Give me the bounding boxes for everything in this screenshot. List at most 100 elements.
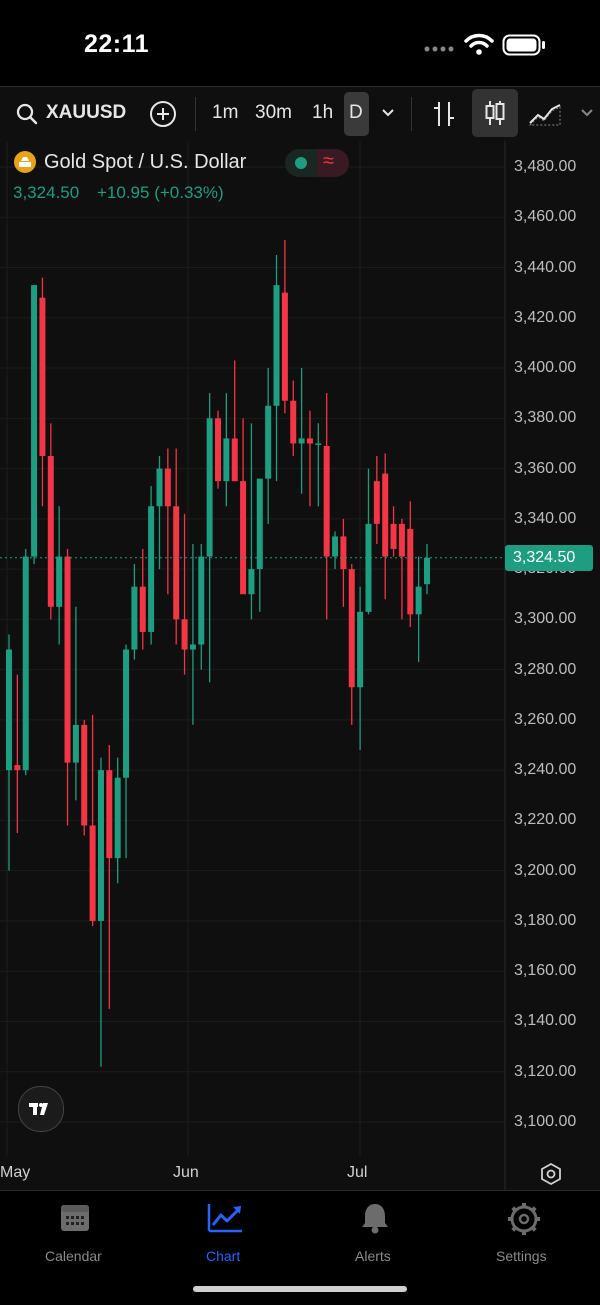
badge-right-segment <box>317 149 349 177</box>
tab-chart[interactable]: Chart <box>185 1199 265 1265</box>
candle[interactable] <box>348 564 355 725</box>
candle[interactable] <box>424 543 430 595</box>
chart-area[interactable]: 3,480.00 3,460.00 3,440.00 3,420.00 3,400.00… <box>0 141 600 1190</box>
candle-body <box>398 523 405 557</box>
price-axis-label: 3,420.00 <box>514 308 577 326</box>
candle[interactable] <box>114 757 121 884</box>
tab-calendar[interactable]: Calendar <box>30 1199 120 1265</box>
candle[interactable] <box>215 410 221 489</box>
candle[interactable] <box>14 674 21 833</box>
add-symbol-icon[interactable] <box>149 100 177 128</box>
candle[interactable] <box>164 448 171 595</box>
current-price-tag-label: 3,324.50 <box>513 548 576 566</box>
candle[interactable] <box>290 380 297 457</box>
candle[interactable] <box>72 606 79 801</box>
price-axis-label: 3,200.00 <box>514 861 577 879</box>
price-axis-label: 3,160.00 <box>514 962 577 980</box>
candle[interactable] <box>415 556 422 663</box>
candle[interactable] <box>31 285 38 565</box>
candle[interactable] <box>6 634 12 871</box>
candle[interactable] <box>131 564 138 660</box>
status-bar: 22:11 <box>0 0 600 84</box>
search-icon[interactable] <box>15 102 39 126</box>
candle[interactable] <box>148 486 155 645</box>
market-status-badge[interactable]: ≈ <box>285 149 349 177</box>
candle[interactable] <box>323 393 330 620</box>
candle-body <box>114 777 121 859</box>
candles-chart-type-button[interactable] <box>472 89 518 137</box>
candle[interactable] <box>97 757 104 1067</box>
candle[interactable] <box>89 714 96 926</box>
candle[interactable] <box>306 410 313 507</box>
tab-chart-label: Chart <box>206 1248 241 1264</box>
candle-body <box>390 523 397 549</box>
interval-d-button[interactable]: D <box>344 92 369 136</box>
instrument-title[interactable]: Gold Spot / U.S. Dollar <box>44 151 247 173</box>
candle[interactable] <box>198 543 205 670</box>
candle[interactable] <box>173 448 180 645</box>
home-indicator <box>193 1286 407 1292</box>
candle[interactable] <box>206 393 213 683</box>
candle[interactable] <box>398 518 405 620</box>
candle[interactable] <box>240 418 247 595</box>
bar-chart-type-icon[interactable] <box>431 100 457 128</box>
candle[interactable] <box>223 393 230 507</box>
candle[interactable] <box>22 549 29 776</box>
candle[interactable] <box>382 453 389 600</box>
price-axis-label: 3,120.00 <box>514 1062 577 1080</box>
candlestick-chart[interactable] <box>0 141 600 1190</box>
candle[interactable] <box>181 513 188 675</box>
candle[interactable] <box>373 456 380 544</box>
candle[interactable] <box>340 518 347 607</box>
candle[interactable] <box>156 456 163 570</box>
battery-icon <box>502 34 545 56</box>
candle[interactable] <box>231 360 238 482</box>
candle[interactable] <box>189 543 196 725</box>
candle-body <box>22 556 29 771</box>
candle[interactable] <box>139 549 146 650</box>
interval-1h[interactable]: 1h <box>312 102 334 123</box>
interval-30m[interactable]: 30m <box>255 102 292 123</box>
candle[interactable] <box>365 468 372 615</box>
candle[interactable] <box>407 501 414 627</box>
candle[interactable] <box>106 745 113 1009</box>
candle-body <box>47 456 54 607</box>
chart-settings-icon[interactable] <box>539 1162 563 1186</box>
candle[interactable] <box>47 423 54 620</box>
candle-body <box>131 586 138 650</box>
candle-body <box>248 569 255 595</box>
area-chart-type-icon[interactable] <box>528 101 562 127</box>
interval-1m[interactable]: 1m <box>212 102 239 123</box>
candle[interactable] <box>273 254 280 482</box>
candle[interactable] <box>64 549 71 826</box>
tab-settings[interactable]: Settings <box>488 1199 560 1265</box>
candle-body <box>156 468 163 507</box>
candle[interactable] <box>281 239 288 414</box>
candle[interactable] <box>39 277 46 507</box>
tab-calendar-label: Calendar <box>45 1248 102 1264</box>
candle-body <box>240 481 247 595</box>
candle[interactable] <box>357 586 364 751</box>
price-axis-label: 3,300.00 <box>514 610 577 628</box>
candle[interactable] <box>315 423 322 507</box>
candle[interactable] <box>390 506 397 557</box>
candle[interactable] <box>298 368 305 494</box>
tradingview-logo-icon[interactable] <box>18 1086 64 1132</box>
candle[interactable] <box>123 644 130 859</box>
price-axis-label: 3,140.00 <box>514 1012 577 1030</box>
candle-body <box>256 478 263 570</box>
candle[interactable] <box>332 531 339 570</box>
candle-body <box>357 611 364 688</box>
tab-alerts[interactable]: Alerts <box>340 1199 410 1265</box>
candle-body <box>173 506 180 620</box>
candle[interactable] <box>81 719 88 836</box>
symbol-search-button[interactable]: XAUUSD <box>46 102 127 123</box>
candle[interactable] <box>248 423 255 620</box>
candle[interactable] <box>56 506 63 645</box>
candle[interactable] <box>265 368 272 524</box>
chevron-down-icon[interactable] <box>381 107 395 119</box>
candle-body <box>373 481 380 524</box>
candle-body <box>424 557 430 585</box>
chevron-down-icon[interactable] <box>580 107 594 119</box>
candle[interactable] <box>256 478 263 612</box>
